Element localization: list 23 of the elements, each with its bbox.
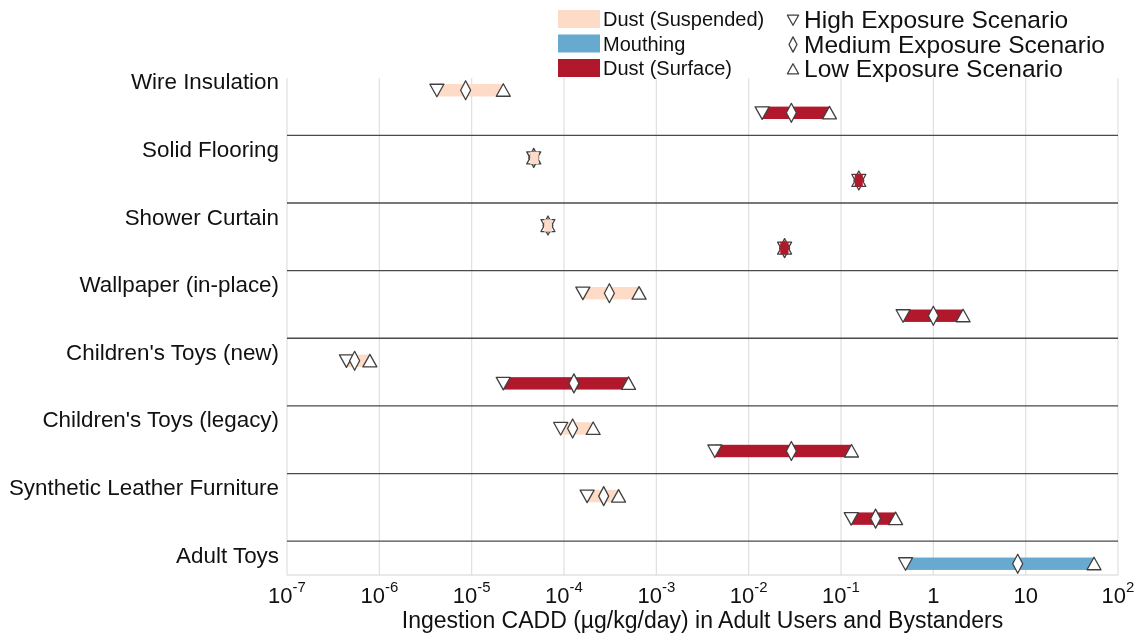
x-tick-label: 10$^{-1}$	[822, 578, 860, 608]
x-axis-title: Ingestion CADD (µg/kg/day) in Adult Users and Bystanders	[401, 607, 1004, 633]
x-tick-label: 10$^{-7}$	[268, 578, 306, 608]
y-tick-label: Children's Toys (legacy)	[42, 406, 279, 432]
y-tick-label: Wallpaper (in-place)	[79, 271, 279, 297]
legend-label: Mouthing	[603, 32, 686, 55]
x-tick-label: 10$^{-5}$	[452, 578, 491, 608]
y-tick-label: Synthetic Leather Furniture	[8, 474, 279, 500]
legend-label: High Exposure Scenario	[804, 5, 1069, 33]
x-tick-label: 10$^{-2}$	[729, 578, 768, 608]
y-tick-label: Children's Toys (new)	[66, 339, 279, 365]
x-tick-label: 10$^{-4}$	[545, 578, 583, 608]
x-tick-label: 10$^{-3}$	[637, 578, 676, 608]
y-tick-label: Solid Flooring	[142, 136, 279, 162]
legend-label: Dust (Suspended)	[603, 8, 765, 30]
y-tick-label: Wire Insulation	[130, 68, 279, 94]
y-tick-label: Shower Curtain	[124, 204, 279, 230]
x-tick-label: 10$^{2}$	[1101, 578, 1135, 608]
x-tick-label: 1	[927, 582, 940, 608]
x-tick-label: 10	[1013, 582, 1038, 608]
legend-label: Dust (Surface)	[603, 57, 732, 79]
x-tick-label: 10$^{-6}$	[360, 578, 399, 608]
y-tick-label: Adult Toys	[176, 542, 279, 568]
